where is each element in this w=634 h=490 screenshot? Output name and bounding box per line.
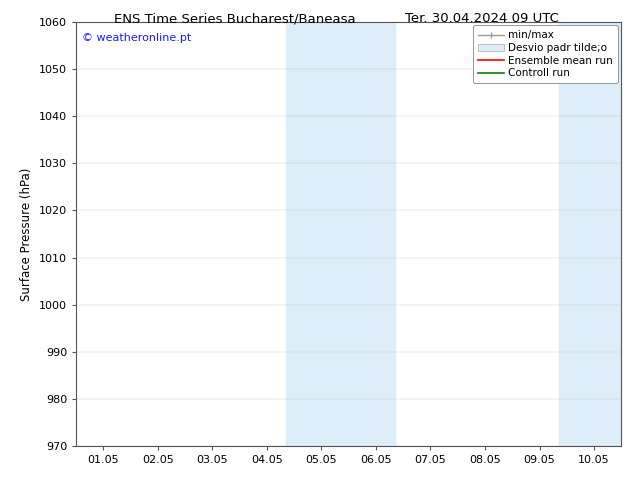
- Text: Ter. 30.04.2024 09 UTC: Ter. 30.04.2024 09 UTC: [405, 12, 559, 25]
- Text: ENS Time Series Bucharest/Baneasa: ENS Time Series Bucharest/Baneasa: [113, 12, 356, 25]
- Y-axis label: Surface Pressure (hPa): Surface Pressure (hPa): [20, 167, 34, 301]
- Bar: [559, 22, 621, 446]
- Legend: min/max, Desvio padr tilde;o, Ensemble mean run, Controll run: min/max, Desvio padr tilde;o, Ensemble m…: [473, 25, 618, 83]
- Text: © weatheronline.pt: © weatheronline.pt: [82, 33, 191, 43]
- Bar: [286, 22, 395, 446]
